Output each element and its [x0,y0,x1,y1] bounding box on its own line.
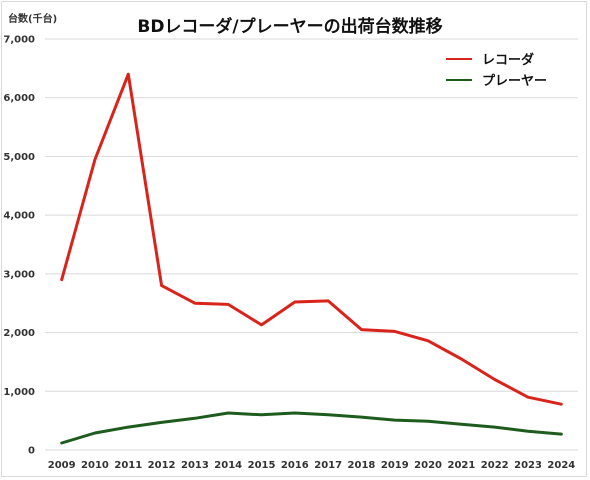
x-tick-label: 2018 [348,460,376,471]
x-tick-label: 2017 [314,460,342,471]
x-tick-label: 2010 [81,460,109,471]
x-tick-label: 2022 [481,460,509,471]
gridlines [45,38,578,451]
y-tick-label: 2,000 [3,328,35,339]
y-tick-label: 0 [28,446,35,457]
y-tick-label: 6,000 [3,93,35,104]
y-tick-label: 4,000 [3,211,35,222]
chart-title: BDレコーダ/プレーヤーの出荷台数推移 [137,16,442,37]
y-tick-label: 5,000 [3,152,35,163]
y-tick-label: 3,000 [3,269,35,280]
x-tick-label: 2015 [248,460,276,471]
legend-label-1: プレーヤー [482,74,547,89]
y-axis-label: 台数(千台) [8,12,57,25]
x-tick-label: 2012 [148,460,176,471]
x-tick-label: 2023 [514,460,542,471]
x-tick-label: 2013 [181,460,209,471]
x-tick-label: 2021 [447,460,475,471]
series-line-1 [60,411,563,445]
x-tick-label: 2011 [114,460,142,471]
x-tick-label: 2014 [214,460,242,471]
x-tick-label: 2009 [48,460,76,471]
series-lines [60,72,563,445]
x-axis-ticks: 2009 2010 2011 2012 2013 2014 2015 2016 2017 2018… [48,460,576,471]
x-tick-label: 2016 [281,460,309,471]
x-tick-label: 2024 [547,460,575,471]
x-tick-label: 2020 [414,460,442,471]
x-tick-label: 2019 [381,460,409,471]
series-line-0 [60,72,563,406]
y-axis-ticks: 0 1,000 2,000 3,000 4,000 5,000 6,000 7,000 [3,35,35,457]
y-tick-label: 1,000 [3,387,35,398]
y-tick-label: 7,000 [3,35,35,46]
legend-label-0: レコーダ [482,52,534,68]
